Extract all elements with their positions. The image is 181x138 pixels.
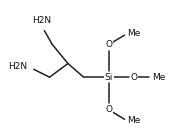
Text: H2N: H2N	[32, 16, 51, 25]
Text: O: O	[106, 105, 112, 115]
Text: Me: Me	[127, 116, 141, 125]
Text: O: O	[106, 40, 112, 49]
Text: O: O	[131, 73, 138, 82]
Text: Si: Si	[105, 73, 113, 82]
Text: Me: Me	[127, 29, 141, 38]
Text: H2N: H2N	[9, 62, 28, 71]
Text: Me: Me	[152, 73, 165, 82]
